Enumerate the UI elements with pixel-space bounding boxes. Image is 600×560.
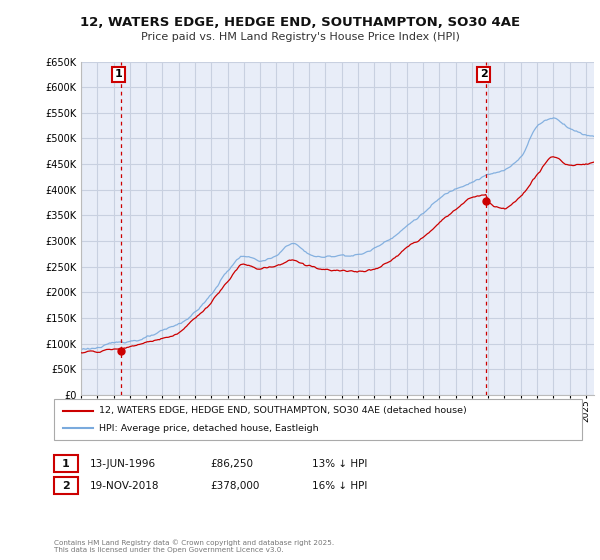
Text: 16% ↓ HPI: 16% ↓ HPI: [312, 480, 367, 491]
Text: 1: 1: [62, 459, 70, 469]
Text: 1: 1: [115, 69, 122, 80]
Text: £378,000: £378,000: [210, 480, 259, 491]
Text: 13% ↓ HPI: 13% ↓ HPI: [312, 459, 367, 469]
Text: 19-NOV-2018: 19-NOV-2018: [90, 480, 160, 491]
Text: HPI: Average price, detached house, Eastleigh: HPI: Average price, detached house, East…: [99, 424, 319, 433]
Text: 12, WATERS EDGE, HEDGE END, SOUTHAMPTON, SO30 4AE (detached house): 12, WATERS EDGE, HEDGE END, SOUTHAMPTON,…: [99, 406, 467, 415]
Text: Contains HM Land Registry data © Crown copyright and database right 2025.
This d: Contains HM Land Registry data © Crown c…: [54, 540, 334, 553]
Text: 12, WATERS EDGE, HEDGE END, SOUTHAMPTON, SO30 4AE: 12, WATERS EDGE, HEDGE END, SOUTHAMPTON,…: [80, 16, 520, 29]
Text: Price paid vs. HM Land Registry's House Price Index (HPI): Price paid vs. HM Land Registry's House …: [140, 32, 460, 42]
Text: £86,250: £86,250: [210, 459, 253, 469]
Text: 2: 2: [480, 69, 488, 80]
Text: 2: 2: [62, 480, 70, 491]
Text: 13-JUN-1996: 13-JUN-1996: [90, 459, 156, 469]
